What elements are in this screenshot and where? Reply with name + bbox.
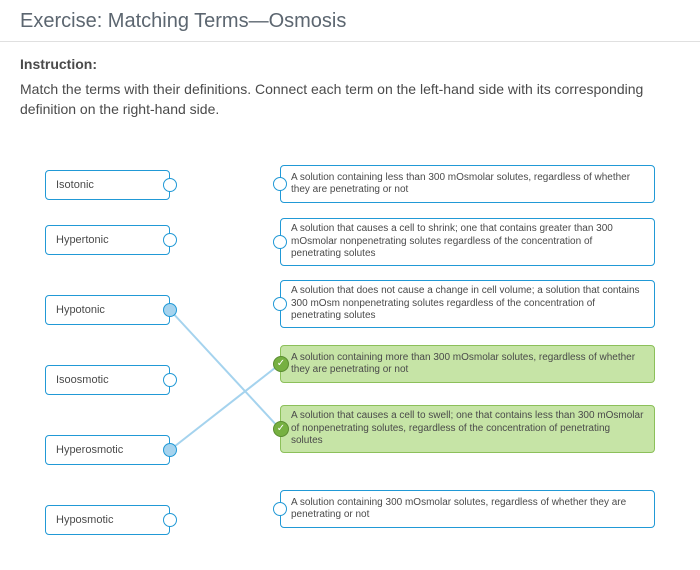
drag-handle[interactable] — [163, 513, 177, 527]
page-title: Exercise: Matching Terms—Osmosis — [0, 0, 700, 42]
drag-handle[interactable] — [273, 235, 287, 249]
check-handle[interactable]: ✓ — [273, 421, 289, 437]
term-box[interactable]: Hyperosmotic — [45, 435, 170, 465]
connection-line — [170, 310, 280, 429]
instruction-label: Instruction: — [20, 56, 680, 72]
definition-text: A solution that does not cause a change … — [291, 285, 644, 323]
instruction-block: Instruction: Match the terms with their … — [0, 42, 700, 129]
definition-text: A solution that causes a cell to shrink;… — [291, 223, 644, 261]
drag-handle[interactable] — [163, 373, 177, 387]
drag-handle[interactable] — [163, 233, 177, 247]
drag-handle[interactable] — [163, 443, 177, 457]
definition-box[interactable]: A solution containing less than 300 mOsm… — [280, 165, 655, 203]
check-icon: ✓ — [274, 357, 288, 371]
definition-box[interactable]: A solution containing more than 300 mOsm… — [280, 345, 655, 383]
term-label: Hypertonic — [56, 234, 109, 246]
term-label: Hyposmotic — [56, 514, 113, 526]
definition-box[interactable]: A solution that causes a cell to shrink;… — [280, 218, 655, 266]
term-box[interactable]: Isotonic — [45, 170, 170, 200]
term-label: Hypotonic — [56, 304, 105, 316]
definition-text: A solution containing more than 300 mOsm… — [291, 352, 644, 377]
definition-text: A solution containing less than 300 mOsm… — [291, 172, 644, 197]
drag-handle[interactable] — [273, 177, 287, 191]
matching-area: Isotonic Hypertonic Hypotonic Isoosmotic Hyp… — [0, 170, 700, 563]
check-icon: ✓ — [274, 422, 288, 436]
term-label: Isotonic — [56, 179, 94, 191]
definition-box[interactable]: A solution that does not cause a change … — [280, 280, 655, 328]
drag-handle[interactable] — [273, 502, 287, 516]
check-handle[interactable]: ✓ — [273, 356, 289, 372]
term-box[interactable]: Hypertonic — [45, 225, 170, 255]
drag-handle[interactable] — [273, 297, 287, 311]
definition-box[interactable]: A solution that causes a cell to swell; … — [280, 405, 655, 453]
term-label: Hyperosmotic — [56, 444, 123, 456]
term-box[interactable]: Hyposmotic — [45, 505, 170, 535]
term-box[interactable]: Isoosmotic — [45, 365, 170, 395]
definition-text: A solution containing 300 mOsmolar solut… — [291, 497, 644, 522]
definition-text: A solution that causes a cell to swell; … — [291, 410, 644, 448]
definition-box[interactable]: A solution containing 300 mOsmolar solut… — [280, 490, 655, 528]
drag-handle[interactable] — [163, 178, 177, 192]
instruction-text: Match the terms with their definitions. … — [20, 80, 680, 119]
drag-handle[interactable] — [163, 303, 177, 317]
connection-line — [170, 364, 280, 450]
term-label: Isoosmotic — [56, 374, 109, 386]
term-box[interactable]: Hypotonic — [45, 295, 170, 325]
